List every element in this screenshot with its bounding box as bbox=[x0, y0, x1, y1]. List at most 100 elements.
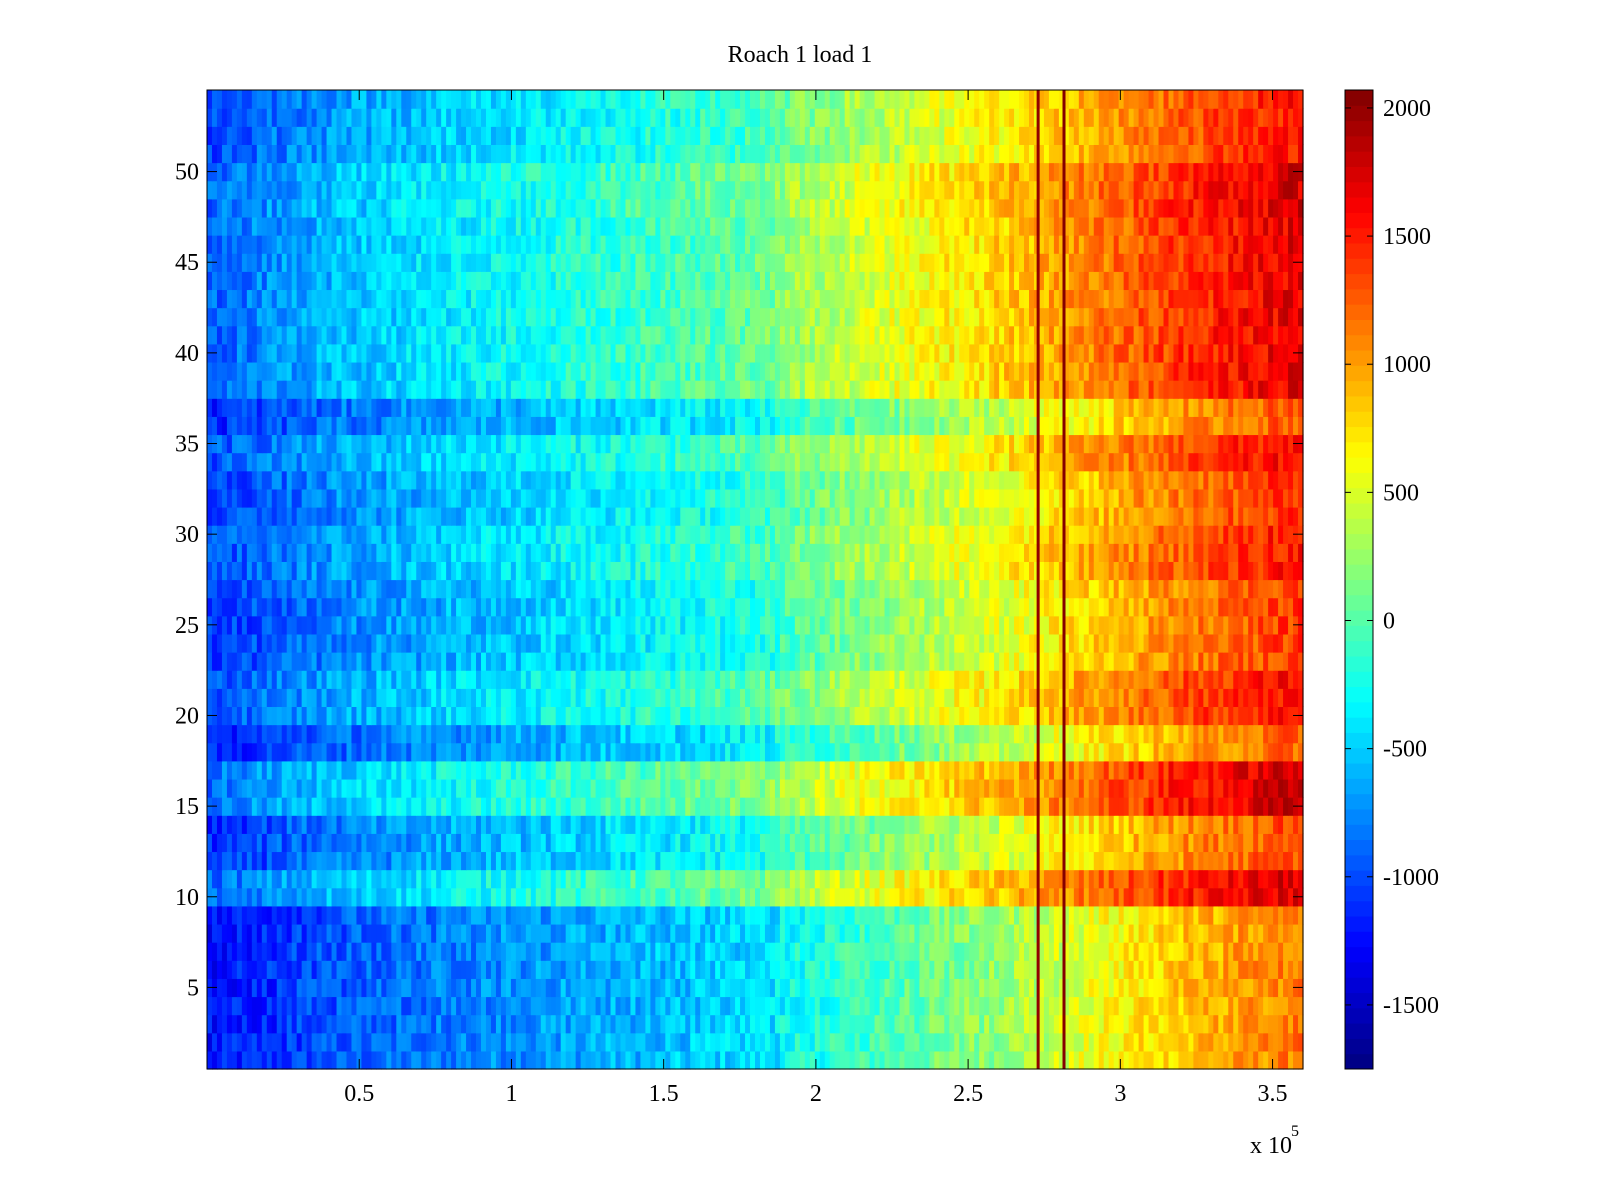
heatmap-cell bbox=[1258, 996, 1264, 1016]
heatmap-cell bbox=[306, 652, 313, 671]
heatmap-cell bbox=[1263, 905, 1269, 925]
heatmap-cell bbox=[814, 724, 821, 744]
heatmap-cell bbox=[376, 724, 382, 744]
heatmap-cell bbox=[411, 833, 417, 853]
heatmap-cell bbox=[834, 1050, 841, 1070]
heatmap-cell bbox=[396, 778, 402, 798]
heatmap-cell bbox=[1253, 670, 1259, 689]
heatmap-cell bbox=[565, 778, 572, 798]
heatmap-cell bbox=[939, 923, 945, 943]
heatmap-cell bbox=[316, 960, 323, 979]
heatmap-cell bbox=[1283, 706, 1289, 726]
heatmap-cell bbox=[1273, 1050, 1279, 1070]
heatmap-cell bbox=[635, 815, 642, 834]
heatmap-cell bbox=[944, 688, 950, 708]
heatmap-cell bbox=[1103, 978, 1110, 998]
heatmap-cell bbox=[1253, 996, 1259, 1016]
heatmap-cell bbox=[361, 996, 368, 1016]
heatmap-cell bbox=[1178, 724, 1185, 744]
heatmap-cell bbox=[735, 706, 741, 726]
heatmap-cell bbox=[1019, 706, 1025, 726]
heatmap-cell bbox=[1238, 760, 1244, 780]
heatmap-cell bbox=[231, 942, 238, 961]
heatmap-cell bbox=[585, 833, 592, 853]
heatmap-cell bbox=[301, 960, 308, 979]
heatmap-cell bbox=[1278, 760, 1284, 780]
heatmap-cell bbox=[1143, 760, 1150, 780]
heatmap-cell bbox=[326, 1014, 333, 1034]
heatmap-cell bbox=[570, 923, 577, 943]
heatmap-cell bbox=[705, 760, 711, 780]
heatmap-cell bbox=[381, 742, 387, 762]
heatmap-cell bbox=[859, 869, 866, 889]
heatmap-cell bbox=[774, 797, 781, 816]
heatmap-cell bbox=[944, 706, 950, 726]
heatmap-cell bbox=[949, 833, 955, 853]
heatmap-cell bbox=[655, 706, 661, 726]
heatmap-cell bbox=[605, 724, 612, 744]
heatmap-cell bbox=[540, 778, 547, 798]
heatmap-cell bbox=[525, 869, 532, 889]
heatmap-cell bbox=[1108, 742, 1115, 762]
heatmap-cell bbox=[510, 706, 517, 726]
heatmap-cell bbox=[411, 778, 417, 798]
heatmap-cell bbox=[520, 797, 527, 816]
heatmap-cell bbox=[401, 942, 407, 961]
heatmap-cell bbox=[700, 706, 706, 726]
heatmap-cell bbox=[446, 978, 452, 998]
heatmap-cell bbox=[1158, 923, 1165, 943]
heatmap-cell bbox=[391, 760, 397, 780]
heatmap-cell bbox=[386, 742, 392, 762]
heatmap-cell bbox=[705, 724, 711, 744]
heatmap-cell bbox=[620, 887, 627, 907]
heatmap-cell bbox=[211, 670, 218, 689]
heatmap-cell bbox=[889, 760, 896, 780]
heatmap-cell bbox=[490, 797, 497, 816]
heatmap-cell bbox=[884, 1014, 891, 1034]
heatmap-cell bbox=[346, 960, 353, 979]
heatmap-cell bbox=[969, 778, 975, 798]
heatmap-cell bbox=[615, 742, 622, 762]
heatmap-cell bbox=[221, 996, 228, 1016]
heatmap-cell bbox=[1019, 760, 1025, 780]
heatmap-cell bbox=[924, 996, 930, 1016]
heatmap-cell bbox=[720, 815, 726, 834]
heatmap-cell bbox=[426, 887, 432, 907]
heatmap-cell bbox=[376, 1014, 382, 1034]
heatmap-cell bbox=[485, 670, 492, 689]
heatmap-cell bbox=[735, 760, 741, 780]
heatmap-cell bbox=[1093, 815, 1100, 834]
heatmap-cell bbox=[1263, 1050, 1269, 1070]
heatmap-cell bbox=[1108, 797, 1115, 816]
heatmap-cell bbox=[989, 706, 995, 726]
heatmap-cell bbox=[461, 742, 467, 762]
heatmap-cell bbox=[1088, 815, 1095, 834]
heatmap-cell bbox=[730, 942, 736, 961]
heatmap-cell bbox=[281, 833, 288, 853]
heatmap-cell bbox=[406, 742, 412, 762]
heatmap-cell bbox=[1228, 869, 1234, 889]
heatmap-cell bbox=[904, 706, 911, 726]
heatmap-cell bbox=[610, 724, 617, 744]
heatmap-cell bbox=[979, 688, 985, 708]
heatmap-cell bbox=[341, 833, 348, 853]
heatmap-cell bbox=[884, 742, 891, 762]
heatmap-cell bbox=[446, 760, 452, 780]
heatmap-cell bbox=[884, 887, 891, 907]
heatmap-cell bbox=[1103, 851, 1110, 871]
heatmap-cell bbox=[341, 742, 348, 762]
heatmap-cell bbox=[1014, 851, 1020, 871]
heatmap-cell bbox=[1283, 815, 1289, 834]
heatmap-cell bbox=[670, 1014, 676, 1034]
heatmap-cell bbox=[1083, 923, 1090, 943]
heatmap-cell bbox=[535, 652, 542, 671]
heatmap-cell bbox=[1203, 960, 1209, 979]
heatmap-cell bbox=[1053, 887, 1060, 907]
heatmap-cell bbox=[266, 670, 273, 689]
heatmap-cell bbox=[879, 905, 886, 925]
heatmap-cell bbox=[899, 869, 906, 889]
heatmap-cell bbox=[1228, 706, 1234, 726]
heatmap-cell bbox=[1213, 978, 1219, 998]
heatmap-cell bbox=[710, 996, 716, 1016]
heatmap-cell bbox=[351, 833, 358, 853]
